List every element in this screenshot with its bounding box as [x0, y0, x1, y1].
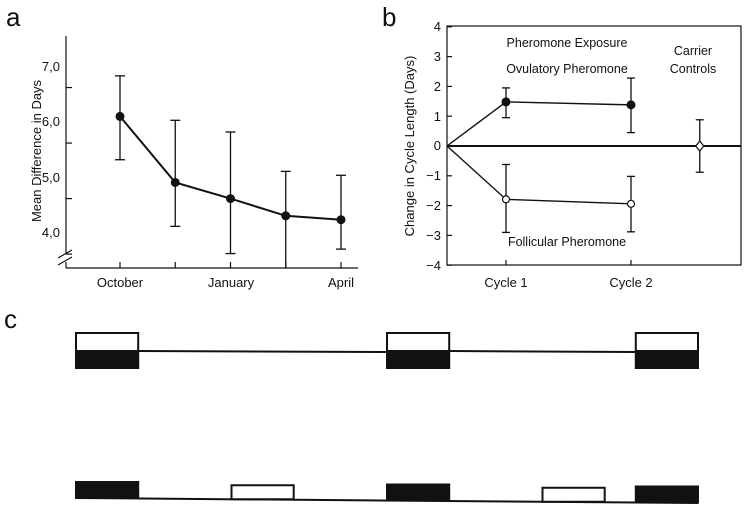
chart-b: Change in Cycle Length (Days) −4 −3 −2 −…: [402, 19, 742, 290]
chart-a-data-point: [281, 211, 291, 221]
schematic-c: [75, 332, 699, 504]
chart-b-data-point: [626, 100, 636, 110]
panel-letter-a: a: [6, 2, 21, 32]
chart-b-ytick-label: −3: [426, 228, 441, 243]
schematic-block-top-half: [75, 332, 140, 352]
schematic-connector-line: [138, 350, 388, 353]
schematic-block-bottom-half: [386, 350, 451, 369]
chart-b-ytick-label: 1: [434, 109, 441, 124]
chart-b-ytick-label: 4: [434, 19, 441, 34]
chart-a-y-axis-title: Mean Difference in Days: [29, 79, 44, 222]
chart-b-ytick-label: 0: [434, 138, 441, 153]
schematic-block-top-half: [386, 332, 451, 352]
schematic-block: [541, 486, 606, 503]
chart-a-ytick-label: 5,0: [42, 170, 60, 185]
chart-b-data-point: [626, 199, 636, 208]
chart-a-axis-break: [57, 249, 73, 266]
chart-b-ytick-label: −4: [426, 258, 441, 273]
chart-b-carrier-label: Carrier: [674, 44, 712, 58]
chart-a-xtick-label: April: [328, 275, 354, 290]
chart-a-xtick-label: January: [208, 275, 255, 290]
chart-b-carrier-label: Controls: [670, 62, 717, 76]
schematic-block: [634, 485, 699, 504]
chart-b-exposure-title: Pheromone Exposure: [507, 36, 628, 50]
chart-a-ytick-label: 4,0: [42, 225, 60, 240]
chart-b-series-line: [446, 145, 632, 205]
chart-b-ytick-label: −1: [426, 168, 441, 183]
schematic-block: [75, 481, 140, 499]
chart-b-data-point: [501, 97, 511, 107]
chart-a-data-point: [336, 215, 346, 225]
schematic-connector-line: [449, 350, 636, 353]
chart-a-data-point: [226, 194, 235, 204]
chart-a-ytick-label: 7,0: [42, 59, 60, 74]
chart-b-data-point: [501, 195, 511, 204]
chart-b-data-point: [694, 140, 705, 152]
schematic-block-bottom-half: [75, 350, 140, 369]
schematic-block-top-half: [634, 332, 699, 352]
chart-b-ytick-label: 2: [434, 79, 441, 94]
chart-b-ytick-label: −2: [426, 198, 441, 213]
chart-b-ytick-label: 3: [434, 49, 441, 64]
schematic-block-bottom-half: [634, 350, 699, 369]
schematic-block: [230, 484, 295, 501]
chart-b-series-line: [446, 101, 632, 147]
chart-a-ytick-label: 6,0: [42, 114, 60, 129]
panel-letter-b: b: [382, 2, 396, 32]
chart-b-xtick-label: Cycle 1: [484, 275, 527, 290]
chart-b-y-axis-title: Change in Cycle Length (Days): [402, 56, 417, 237]
panel-letter-c: c: [4, 304, 17, 334]
chart-a-xtick-label: October: [97, 275, 144, 290]
chart-a-data-point: [115, 111, 125, 121]
chart-b-xtick-label: Cycle 2: [609, 275, 652, 290]
chart-a: Mean Difference in Days 4,0 5,0 6,0 7,0 …: [29, 36, 358, 290]
chart-b-ovulatory-label: Ovulatory Pheromone: [506, 62, 628, 76]
chart-a-data-point: [170, 177, 180, 187]
chart-b-follicular-label: Follicular Pheromone: [508, 235, 626, 249]
schematic-block: [386, 483, 451, 502]
